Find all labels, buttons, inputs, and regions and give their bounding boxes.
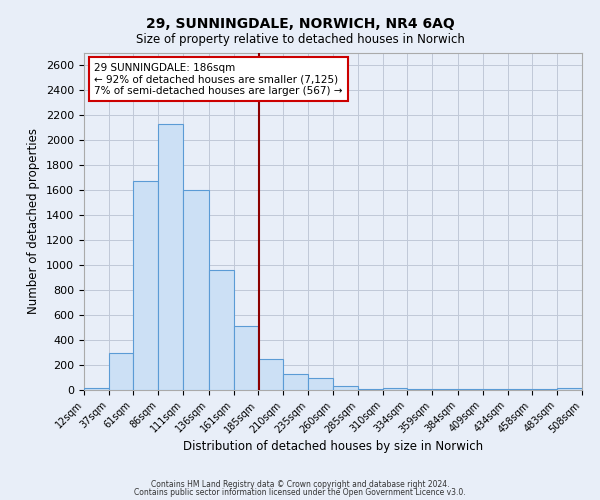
Bar — [257, 359, 283, 390]
Bar — [383, 388, 407, 390]
X-axis label: Distribution of detached houses by size in Norwich: Distribution of detached houses by size … — [183, 440, 483, 453]
Bar — [209, 270, 233, 390]
Bar — [158, 124, 184, 390]
Bar — [333, 386, 358, 390]
Text: 29, SUNNINGDALE, NORWICH, NR4 6AQ: 29, SUNNINGDALE, NORWICH, NR4 6AQ — [146, 18, 454, 32]
Bar — [557, 388, 582, 390]
Bar — [233, 326, 257, 390]
Bar — [184, 190, 209, 390]
Text: Contains public sector information licensed under the Open Government Licence v3: Contains public sector information licen… — [134, 488, 466, 497]
Bar — [133, 181, 158, 390]
Text: Size of property relative to detached houses in Norwich: Size of property relative to detached ho… — [136, 32, 464, 46]
Bar — [84, 388, 109, 390]
Text: 29 SUNNINGDALE: 186sqm
← 92% of detached houses are smaller (7,125)
7% of semi-d: 29 SUNNINGDALE: 186sqm ← 92% of detached… — [94, 62, 343, 96]
Bar — [308, 378, 333, 390]
Y-axis label: Number of detached properties: Number of detached properties — [28, 128, 40, 314]
Bar — [283, 374, 308, 390]
Bar — [109, 352, 133, 390]
Text: Contains HM Land Registry data © Crown copyright and database right 2024.: Contains HM Land Registry data © Crown c… — [151, 480, 449, 489]
